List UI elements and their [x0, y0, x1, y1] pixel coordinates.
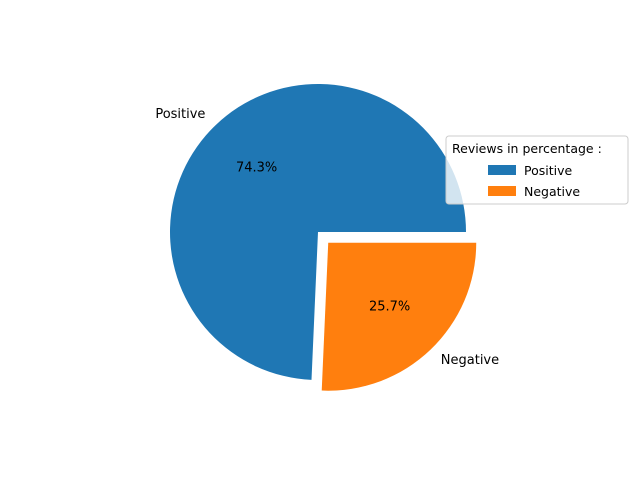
legend-label-negative: Negative — [524, 184, 580, 199]
legend: Reviews in percentage : Positive Negativ… — [445, 135, 629, 205]
slice-label-positive: Positive — [155, 107, 205, 122]
legend-title: Reviews in percentage : — [452, 141, 602, 156]
slice-value-positive: 74.3% — [236, 160, 277, 175]
slice-value-negative: 25.7% — [369, 299, 410, 314]
legend-swatch-positive — [488, 165, 516, 175]
slice-label-negative: Negative — [441, 353, 499, 368]
pie-slices — [170, 84, 477, 391]
pie-labels: Positive 74.3% Negative 25.7% — [155, 107, 499, 368]
pie-slice-positive — [170, 84, 467, 380]
pie-slice-negative — [321, 242, 477, 391]
legend-swatch-negative — [488, 186, 516, 196]
legend-label-positive: Positive — [524, 163, 572, 178]
